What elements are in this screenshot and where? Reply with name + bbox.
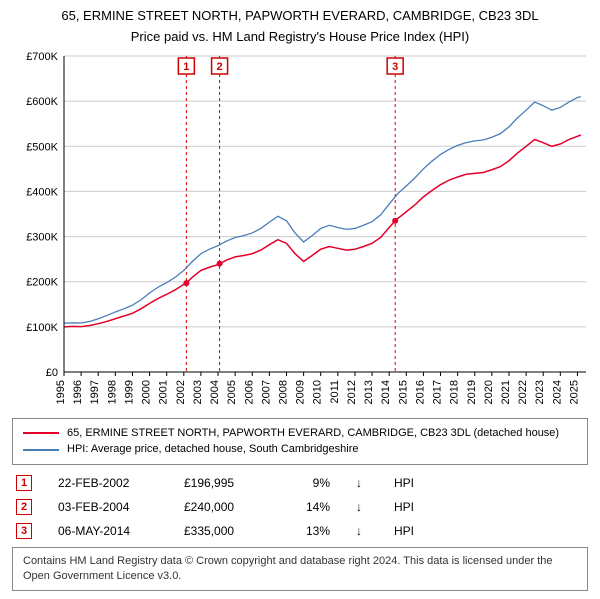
legend-label: 65, ERMINE STREET NORTH, PAPWORTH EVERAR… (67, 425, 559, 442)
svg-text:2014: 2014 (380, 380, 392, 404)
svg-text:2019: 2019 (466, 380, 478, 404)
sale-row: 3 06-MAY-2014 £335,000 13% ↓ HPI (12, 523, 588, 539)
sale-arrow-icon: ↓ (356, 476, 368, 490)
sale-date: 22-FEB-2002 (58, 476, 158, 490)
chart-subtitle: Price paid vs. HM Land Registry's House … (12, 29, 588, 44)
legend-label: HPI: Average price, detached house, Sout… (67, 441, 358, 458)
svg-text:2007: 2007 (260, 380, 272, 404)
svg-text:1998: 1998 (106, 380, 118, 404)
sale-suffix: HPI (394, 524, 414, 538)
svg-text:2018: 2018 (449, 380, 461, 404)
svg-text:2024: 2024 (551, 380, 563, 404)
svg-text:1: 1 (183, 61, 189, 73)
legend: 65, ERMINE STREET NORTH, PAPWORTH EVERAR… (12, 418, 588, 465)
sale-marker: 3 (16, 523, 32, 539)
svg-text:2004: 2004 (209, 380, 221, 404)
sale-pct: 14% (290, 500, 330, 514)
svg-text:2012: 2012 (346, 380, 358, 404)
sales-table: 1 22-FEB-2002 £196,995 9% ↓ HPI 2 03-FEB-2004 £2… (12, 475, 588, 539)
svg-text:£200K: £200K (26, 277, 58, 289)
svg-text:2011: 2011 (329, 380, 341, 404)
svg-text:2001: 2001 (158, 380, 170, 404)
chart-title: 65, ERMINE STREET NORTH, PAPWORTH EVERAR… (12, 8, 588, 25)
svg-text:£700K: £700K (26, 51, 58, 63)
svg-text:£300K: £300K (26, 231, 58, 243)
sale-price: £240,000 (184, 500, 264, 514)
legend-item: 65, ERMINE STREET NORTH, PAPWORTH EVERAR… (23, 425, 577, 442)
legend-swatch (23, 432, 59, 434)
attribution: Contains HM Land Registry data © Crown c… (12, 547, 588, 591)
svg-text:2002: 2002 (175, 380, 187, 404)
sale-row: 1 22-FEB-2002 £196,995 9% ↓ HPI (12, 475, 588, 491)
sale-marker: 2 (16, 499, 32, 515)
svg-text:1999: 1999 (123, 380, 135, 404)
chart-svg: £0 £100K £200K £300K £400K £500K £600K £700K 199… (12, 50, 588, 410)
svg-text:2021: 2021 (500, 380, 512, 404)
sale-arrow-icon: ↓ (356, 500, 368, 514)
svg-text:2023: 2023 (534, 380, 546, 404)
sale-date: 06-MAY-2014 (58, 524, 158, 538)
svg-text:2000: 2000 (141, 380, 153, 404)
sale-suffix: HPI (394, 500, 414, 514)
svg-text:£400K: £400K (26, 186, 58, 198)
svg-text:1995: 1995 (55, 380, 67, 404)
price-chart: £0 £100K £200K £300K £400K £500K £600K £700K 199… (12, 50, 588, 410)
svg-text:2006: 2006 (243, 380, 255, 404)
sale-pct: 9% (290, 476, 330, 490)
sale-row: 2 03-FEB-2004 £240,000 14% ↓ HPI (12, 499, 588, 515)
svg-text:2: 2 (217, 61, 223, 73)
sale-date: 03-FEB-2004 (58, 500, 158, 514)
sale-marker: 1 (16, 475, 32, 491)
svg-text:£100K: £100K (26, 322, 58, 334)
svg-text:2025: 2025 (568, 380, 580, 404)
svg-text:2008: 2008 (277, 380, 289, 404)
svg-text:2005: 2005 (226, 380, 238, 404)
legend-item: HPI: Average price, detached house, Sout… (23, 441, 577, 458)
sale-price: £335,000 (184, 524, 264, 538)
sale-arrow-icon: ↓ (356, 524, 368, 538)
svg-text:2015: 2015 (397, 380, 409, 404)
svg-text:2009: 2009 (295, 380, 307, 404)
svg-text:2022: 2022 (517, 380, 529, 404)
svg-text:1997: 1997 (89, 380, 101, 404)
svg-text:£500K: £500K (26, 141, 58, 153)
svg-text:2010: 2010 (312, 380, 324, 404)
svg-text:2013: 2013 (363, 380, 375, 404)
legend-swatch (23, 449, 59, 451)
svg-text:2003: 2003 (192, 380, 204, 404)
sale-price: £196,995 (184, 476, 264, 490)
svg-text:£600K: £600K (26, 96, 58, 108)
svg-text:1996: 1996 (72, 380, 84, 404)
sale-suffix: HPI (394, 476, 414, 490)
svg-text:2017: 2017 (432, 380, 444, 404)
svg-text:3: 3 (392, 61, 398, 73)
svg-text:£0: £0 (46, 367, 58, 379)
svg-text:2020: 2020 (483, 380, 495, 404)
svg-text:2016: 2016 (414, 380, 426, 404)
sale-pct: 13% (290, 524, 330, 538)
